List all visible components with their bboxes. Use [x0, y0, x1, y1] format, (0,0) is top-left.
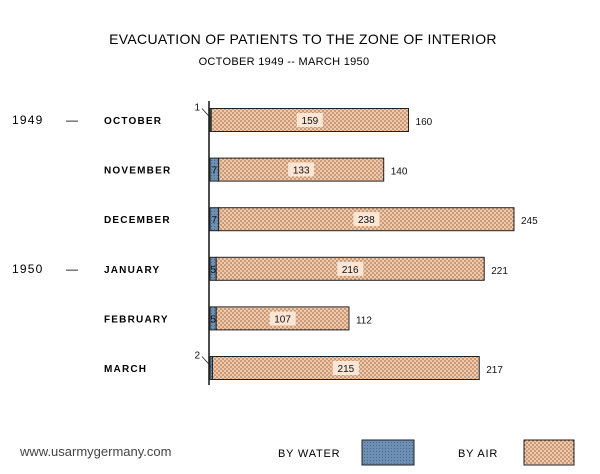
- value-label-water-november: 7: [212, 166, 218, 177]
- chart-title: EVACUATION OF PATIENTS TO THE ZONE OF IN…: [109, 31, 497, 47]
- total-label-november: 140: [391, 167, 408, 178]
- total-label-december: 245: [521, 216, 538, 227]
- value-label-bg-november: [288, 162, 315, 177]
- value-label-water-march: 2: [194, 351, 200, 362]
- year-label-1949: 1949: [12, 113, 44, 127]
- legend: BY WATER BY AIR: [278, 439, 575, 466]
- legend-label-air: BY AIR: [458, 448, 498, 460]
- total-label-january: 221: [491, 266, 508, 277]
- value-label-air-december: 238: [358, 215, 375, 226]
- value-label-water-february: 5: [210, 314, 216, 325]
- value-label-air-february: 107: [274, 314, 291, 325]
- legend-swatch-air: [523, 439, 575, 466]
- total-label-february: 112: [356, 315, 372, 326]
- value-label-air-october: 159: [302, 116, 319, 127]
- category-label-december: DECEMBER: [104, 215, 171, 226]
- category-label-march: MARCH: [104, 364, 147, 375]
- site-credit: www.usarmygermany.com: [19, 444, 171, 459]
- value-label-air-march: 215: [338, 364, 355, 375]
- legend-swatch-water: [361, 439, 415, 466]
- value-label-air-november: 133: [293, 166, 310, 177]
- legend-label-water: BY WATER: [278, 448, 340, 460]
- value-label-air-january: 216: [342, 265, 359, 276]
- value-label-bg-february: [269, 311, 296, 326]
- category-label-february: FEBRUARY: [104, 314, 169, 325]
- value-label-water-december: 7: [212, 215, 218, 226]
- year-dash-1949: —: [66, 113, 79, 127]
- chart-subtitle: OCTOBER 1949 -- MARCH 1950: [199, 56, 370, 68]
- year-dash-1950: —: [66, 262, 79, 276]
- value-label-bg-march: [332, 361, 359, 375]
- value-label-bg-january: [337, 261, 364, 276]
- value-label-bg-october: [296, 113, 323, 127]
- total-label-october: 160: [416, 117, 433, 128]
- category-label-november: NOVEMBER: [104, 166, 171, 177]
- category-label-october: OCTOBER: [104, 116, 162, 127]
- value-label-water-october: 1: [194, 103, 200, 114]
- value-label-bg-december: [353, 212, 380, 227]
- value-label-water-january: 5: [210, 265, 216, 276]
- category-label-january: JANUARY: [104, 265, 160, 276]
- year-label-1950: 1950: [12, 262, 44, 276]
- total-label-march: 217: [486, 365, 503, 376]
- bar-rows: OCTOBER 1 159 160 NOVEMBER 7 133 140 DECEMBER 7 23…: [12, 103, 538, 380]
